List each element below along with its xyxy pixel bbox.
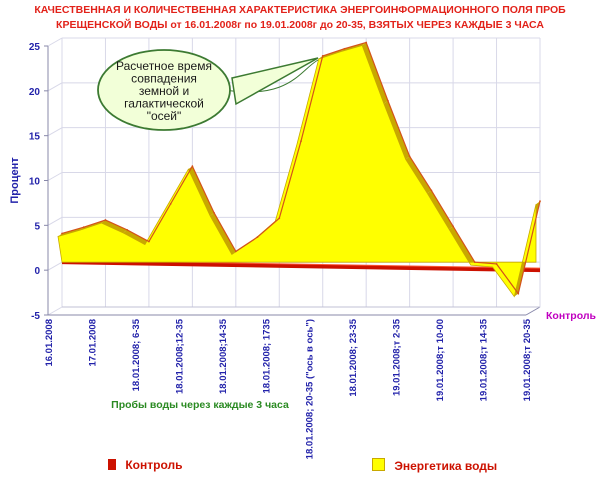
energy-data-point xyxy=(82,226,85,229)
energy-data-point xyxy=(539,200,541,203)
depth-axis-label: Контроль xyxy=(546,310,597,322)
energy-data-point xyxy=(300,140,302,143)
energy-data-point xyxy=(213,211,215,214)
energy-area-edge xyxy=(383,100,410,160)
energy-area-edge xyxy=(427,190,454,230)
callout-text-line: совпадения xyxy=(131,72,197,86)
energy-data-point xyxy=(387,99,389,102)
y-tick-label: -5 xyxy=(31,311,40,322)
energy-data-point xyxy=(104,219,107,221)
labels-layer: -5 0 5 10 15 20 25 Процент 16.01.2008 17.01.2008 1… xyxy=(9,42,597,459)
x-tick-label: 19.01.2008;т 20-35 xyxy=(522,318,533,401)
x-tick-label: 19.01.2008;т 2-35 xyxy=(392,318,403,396)
gridline-side xyxy=(47,82,63,92)
legend-swatch-control xyxy=(108,459,116,470)
x-tick-label: 18.01.2008; 6-35 xyxy=(131,318,142,391)
chart-title-line-1: КАЧЕСТВЕННАЯ И КОЛИЧЕСТВЕННАЯ ХАРАКТЕРИС… xyxy=(34,4,566,16)
legend-label-energy: Энергетика воды xyxy=(394,459,498,473)
energy-data-point xyxy=(148,240,150,243)
energy-data-point xyxy=(517,292,520,295)
gridline-side xyxy=(47,261,63,271)
gridline-side xyxy=(47,172,63,181)
energy-data-point xyxy=(126,228,129,231)
energy-data-point xyxy=(343,47,346,50)
legend-label-control: Контроль xyxy=(125,458,183,472)
energy-area-edge xyxy=(405,156,432,194)
x-axis-depth-line xyxy=(525,306,541,316)
callout-text-line: Расчетное время xyxy=(116,59,212,73)
x-tick-label: 18.01.2008; 1735 xyxy=(261,318,272,393)
energy-area-edge xyxy=(449,226,475,266)
callout-text-line: земной и xyxy=(139,84,189,98)
energy-data-point xyxy=(430,189,433,192)
gridline-side xyxy=(47,306,63,316)
gridline-side xyxy=(47,216,63,226)
y-tick-label: 10 xyxy=(29,177,41,188)
energy-data-point xyxy=(191,165,194,168)
callout-text-line: галактической xyxy=(124,97,204,111)
x-tick-label: 18.01.2008;14-35 xyxy=(218,318,229,394)
legend-item-control: Контроль xyxy=(108,458,182,472)
energy-area-edge xyxy=(188,166,215,216)
callout-bubble xyxy=(97,49,231,131)
callout-text-line: "осей" xyxy=(147,109,182,123)
y-tick-label: 20 xyxy=(29,87,41,98)
chart-title-line-2: КРЕЩЕНСКОЙ ВОДЫ от 16.01.2008г по 19.01.… xyxy=(56,19,544,31)
x-tick-label: 16.01.2008 xyxy=(44,319,55,367)
energy-data-point xyxy=(278,217,281,220)
x-tick-label: 18.01.2008; 20-35 ("ось в ось") xyxy=(305,319,316,459)
energy-data-point xyxy=(452,225,454,228)
y-tick-label: 25 xyxy=(29,42,41,53)
callout-tail xyxy=(231,57,319,106)
x-axis-title: Пробы воды через каждые 3 часа xyxy=(111,399,289,411)
energy-data-point xyxy=(169,202,172,205)
x-tick-label: 18.01.2008;12-35 xyxy=(174,318,185,394)
legend-swatch-energy xyxy=(372,458,385,471)
energy-data-point xyxy=(408,155,411,158)
axes-layer xyxy=(44,45,541,316)
gridline-side xyxy=(47,127,63,137)
energy-area-edge xyxy=(210,212,236,255)
energy-area-edge xyxy=(362,42,388,104)
energy-area xyxy=(57,44,537,298)
energy-series-layer xyxy=(57,41,541,298)
y-axis-title: Процент xyxy=(9,157,21,204)
energy-area-edge xyxy=(101,220,128,233)
x-tick-label: 19.01.2008;т 10-00 xyxy=(435,319,446,401)
x-tick-label: 18.01.2008; 23-35 xyxy=(348,318,359,396)
x-tick-label: 17.01.2008 xyxy=(87,319,98,367)
energy-data-point xyxy=(495,263,498,265)
energy-data-point xyxy=(234,250,237,253)
energy-data-point xyxy=(365,41,368,44)
energy-area-edge xyxy=(123,229,149,245)
y-tick-label: 5 xyxy=(34,221,40,232)
chart-title: КАЧЕСТВЕННАЯ И КОЛИЧЕСТВЕННАЯ ХАРАКТЕРИС… xyxy=(0,3,600,33)
control-series-ribbon xyxy=(62,260,540,273)
energy-data-point xyxy=(473,261,476,264)
y-tick-label: 15 xyxy=(29,132,41,143)
energy-data-point xyxy=(61,232,63,235)
energy-data-point xyxy=(256,236,259,238)
energy-data-point xyxy=(321,55,324,57)
y-tick-label: 0 xyxy=(34,266,40,277)
legend-item-energy: Энергетика воды xyxy=(372,458,497,473)
x-tick-label: 19.01.2008;т 14-35 xyxy=(479,318,490,401)
gridline-side xyxy=(47,37,63,47)
